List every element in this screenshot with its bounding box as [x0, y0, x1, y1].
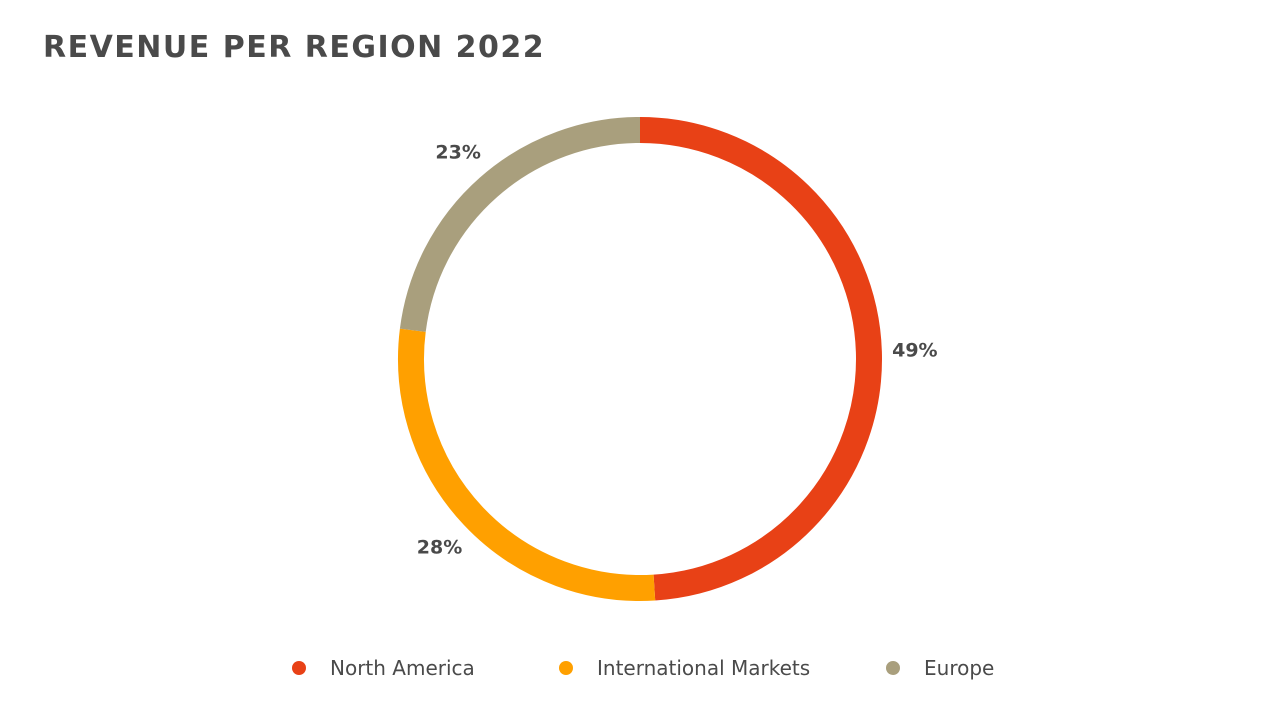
donut-segment-international-markets — [398, 328, 656, 601]
legend-item-europe: Europe — [886, 654, 994, 682]
chart-legend: North America International Markets Euro… — [0, 654, 1280, 682]
data-label-international-markets: 28% — [417, 536, 462, 558]
legend-item-international-markets: International Markets — [559, 654, 810, 682]
legend-swatch-international-markets — [559, 661, 573, 675]
data-label-europe: 23% — [435, 142, 480, 164]
donut-segment-north-america — [639, 117, 882, 601]
legend-label-north-america: North America — [330, 656, 475, 680]
donut-segment-europe — [399, 117, 641, 332]
data-label-north-america: 49% — [892, 339, 937, 361]
chart-title: REVENUE PER REGION 2022 — [43, 30, 546, 65]
legend-item-north-america: North America — [292, 654, 475, 682]
legend-label-europe: Europe — [924, 656, 995, 680]
legend-swatch-europe — [886, 661, 900, 675]
legend-swatch-north-america — [292, 661, 306, 675]
legend-label-international-markets: International Markets — [597, 656, 811, 680]
